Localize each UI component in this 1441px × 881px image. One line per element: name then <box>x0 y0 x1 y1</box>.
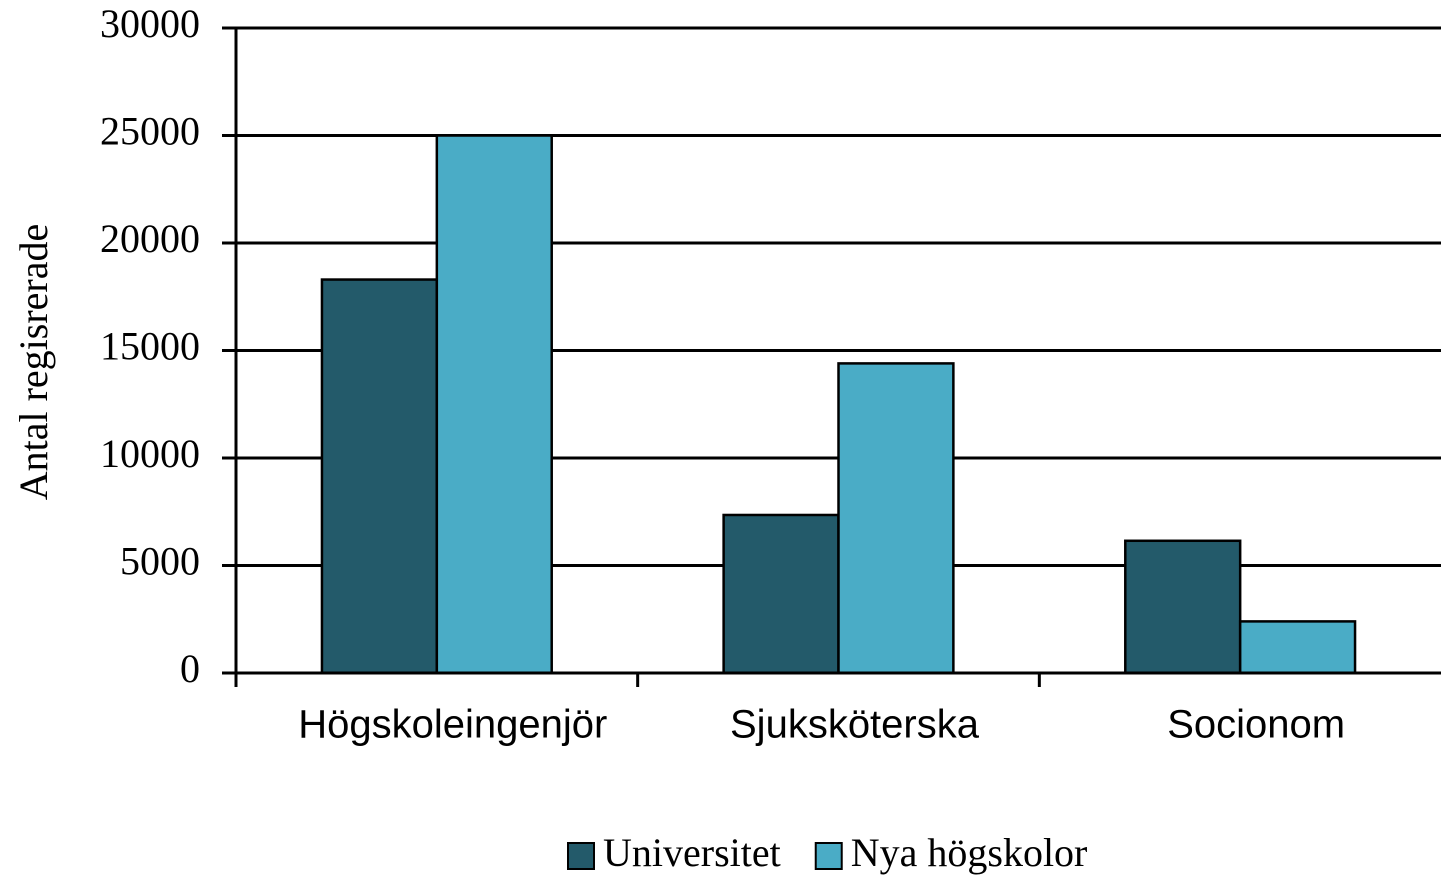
y-tick-label: 30000 <box>100 1 200 46</box>
legend-label: Nya högskolor <box>851 830 1088 875</box>
y-tick-label: 0 <box>180 646 200 691</box>
bar <box>435 134 553 675</box>
x-tick-label: Sjuksköterska <box>730 703 980 747</box>
bar <box>722 513 840 675</box>
x-tick-label: Högskoleingenjör <box>298 703 607 747</box>
legend-label: Universitet <box>603 830 781 875</box>
y-tick-label: 25000 <box>100 109 200 154</box>
x-tick-label: Socionom <box>1167 703 1345 747</box>
bar <box>1238 620 1357 675</box>
bar <box>1124 539 1242 675</box>
y-tick-label: 5000 <box>120 539 200 584</box>
y-tick-label: 15000 <box>100 324 200 369</box>
legend-swatch <box>567 842 595 870</box>
legend-swatch <box>814 842 843 870</box>
bar <box>320 278 439 675</box>
bar <box>837 362 955 675</box>
y-axis-label: Antal regisrerade <box>11 224 56 501</box>
y-tick-label: 10000 <box>100 431 200 476</box>
y-tick-label: 20000 <box>100 216 200 261</box>
